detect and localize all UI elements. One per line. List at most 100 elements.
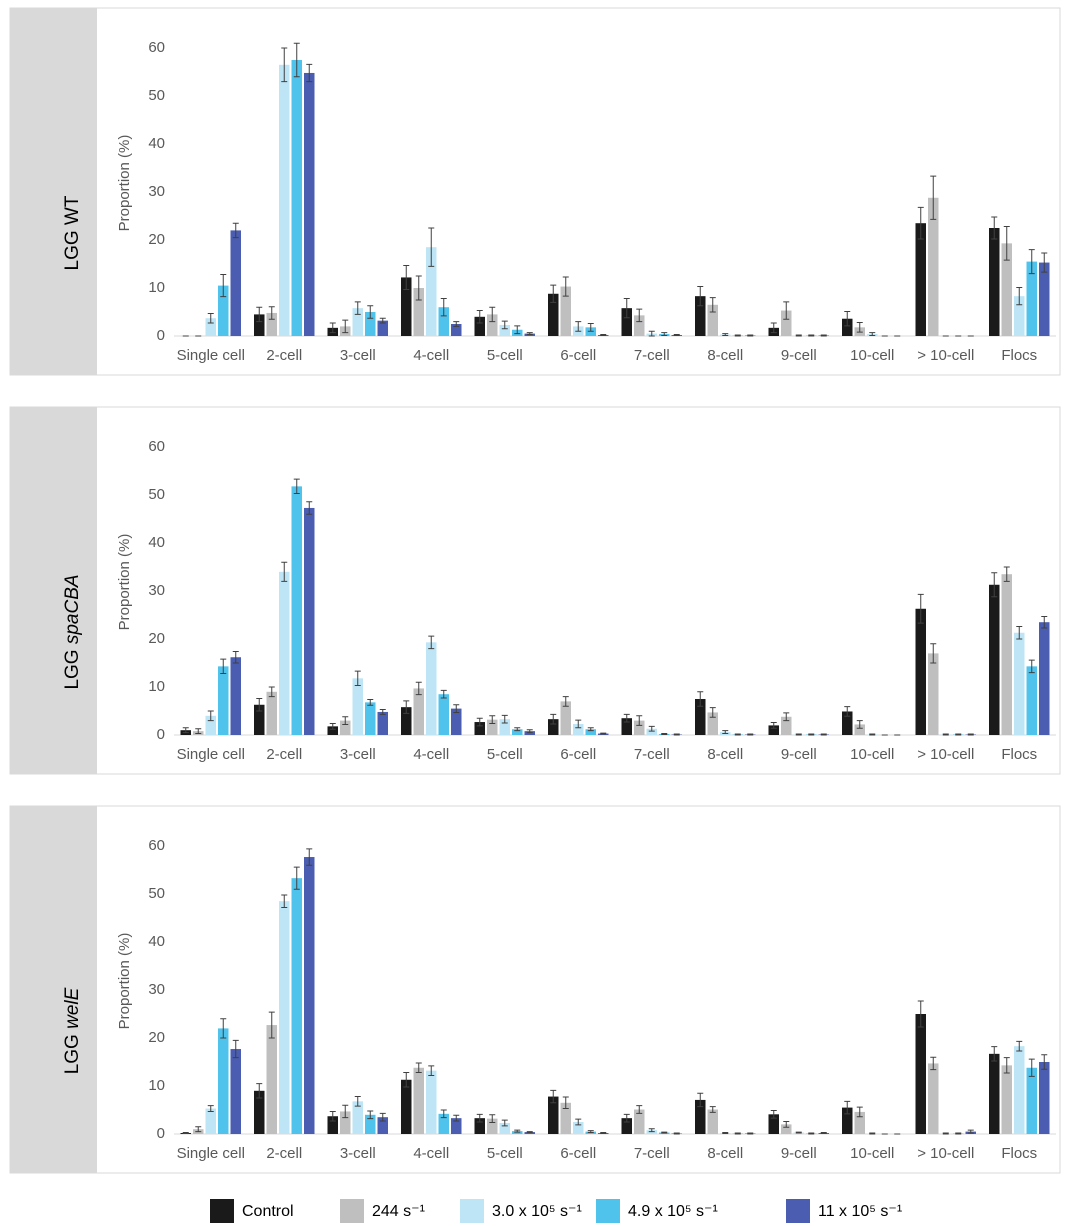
bar [915, 223, 926, 336]
bar [1026, 666, 1037, 735]
bar [377, 711, 388, 735]
bar [621, 308, 632, 336]
bar [621, 718, 632, 735]
bar [474, 1118, 485, 1134]
error-bar [1028, 659, 1035, 674]
error-bar [808, 733, 815, 736]
bar [304, 72, 315, 337]
bar [365, 702, 376, 735]
bar [291, 878, 302, 1134]
error-bar [354, 1096, 361, 1107]
error-bar [182, 727, 189, 734]
panel-label-name: WT [62, 195, 83, 225]
bar [254, 1090, 265, 1134]
bar [451, 1118, 462, 1134]
legend-label: 3.0 x 10⁵ s⁻¹ [492, 1203, 582, 1220]
x-tick-label: 9-cell [781, 746, 817, 763]
bar [548, 719, 559, 735]
bar [451, 708, 462, 735]
bar [1039, 622, 1050, 735]
bar [768, 1114, 779, 1134]
error-bar [526, 1131, 533, 1134]
error-bar [942, 733, 949, 736]
panel-label-name: spaCBA [62, 574, 83, 644]
x-tick-label: Single cell [177, 347, 245, 364]
x-tick-label: > 10-cell [917, 1145, 974, 1162]
x-tick-label: 4-cell [413, 347, 449, 364]
bar [499, 324, 510, 336]
y-tick-label: 30 [148, 981, 165, 998]
bar [695, 296, 706, 336]
bar [279, 571, 290, 735]
error-bar [1016, 1040, 1023, 1052]
error-bar [440, 689, 447, 699]
x-tick-label: 3-cell [340, 1145, 376, 1162]
bar [548, 1096, 559, 1134]
error-bar [856, 720, 863, 729]
error-bar [306, 501, 313, 515]
bar [573, 1122, 584, 1134]
bar [426, 642, 437, 735]
panel-label-prefix: LGG [62, 230, 83, 270]
x-tick-label: 7-cell [634, 746, 670, 763]
bar [707, 304, 718, 336]
error-bar [562, 1096, 569, 1110]
error-bar [820, 1132, 827, 1135]
error-bar [428, 1065, 435, 1076]
x-tick-label: 5-cell [487, 1145, 523, 1162]
legend-swatch [596, 1199, 620, 1223]
x-tick-label: 6-cell [560, 347, 596, 364]
error-bar [955, 733, 962, 736]
x-tick-label: > 10-cell [917, 347, 974, 364]
error-bar [600, 1132, 607, 1135]
bar [291, 60, 302, 336]
x-tick-label: 2-cell [266, 746, 302, 763]
error-bar [268, 306, 275, 320]
x-tick-label: Flocs [1001, 1145, 1037, 1162]
x-tick-label: 4-cell [413, 1145, 449, 1162]
bar [352, 1101, 363, 1134]
error-bar [722, 1132, 729, 1135]
bar [854, 1111, 865, 1134]
error-bar [281, 561, 288, 582]
error-bar [220, 274, 227, 298]
bar [560, 1102, 571, 1134]
error-bar [795, 733, 802, 736]
error-bar [514, 727, 521, 732]
bar [646, 728, 657, 735]
error-bar [562, 276, 569, 297]
y-tick-label: 10 [148, 678, 165, 695]
error-bar [1016, 626, 1023, 640]
error-bar [562, 696, 569, 707]
bar [560, 286, 571, 336]
x-tick-label: 9-cell [781, 347, 817, 364]
error-bar [709, 707, 716, 718]
error-bar [195, 1126, 202, 1133]
bar [205, 318, 216, 336]
panel-frame [9, 406, 1061, 775]
error-bar [930, 1056, 937, 1071]
bar [304, 857, 315, 1134]
x-tick-label: > 10-cell [917, 746, 974, 763]
error-bar [587, 323, 594, 332]
x-tick-label: 9-cell [781, 1145, 817, 1162]
y-tick-label: 20 [148, 630, 165, 647]
bar [352, 308, 363, 336]
error-bar [1028, 249, 1035, 275]
bar [499, 719, 510, 735]
x-tick-label: 6-cell [560, 746, 596, 763]
error-bar [428, 635, 435, 650]
bar [438, 1113, 449, 1134]
bar [1026, 1067, 1037, 1134]
y-tick-label: 40 [148, 135, 165, 152]
error-bar [917, 593, 924, 624]
error-bar [232, 650, 239, 664]
x-tick-label: 7-cell [634, 1145, 670, 1162]
error-bar [575, 321, 582, 332]
y-tick-label: 10 [148, 1077, 165, 1094]
y-tick-label: 30 [148, 582, 165, 599]
error-bar [232, 222, 239, 239]
error-bar [367, 305, 374, 319]
bar [1001, 574, 1012, 735]
